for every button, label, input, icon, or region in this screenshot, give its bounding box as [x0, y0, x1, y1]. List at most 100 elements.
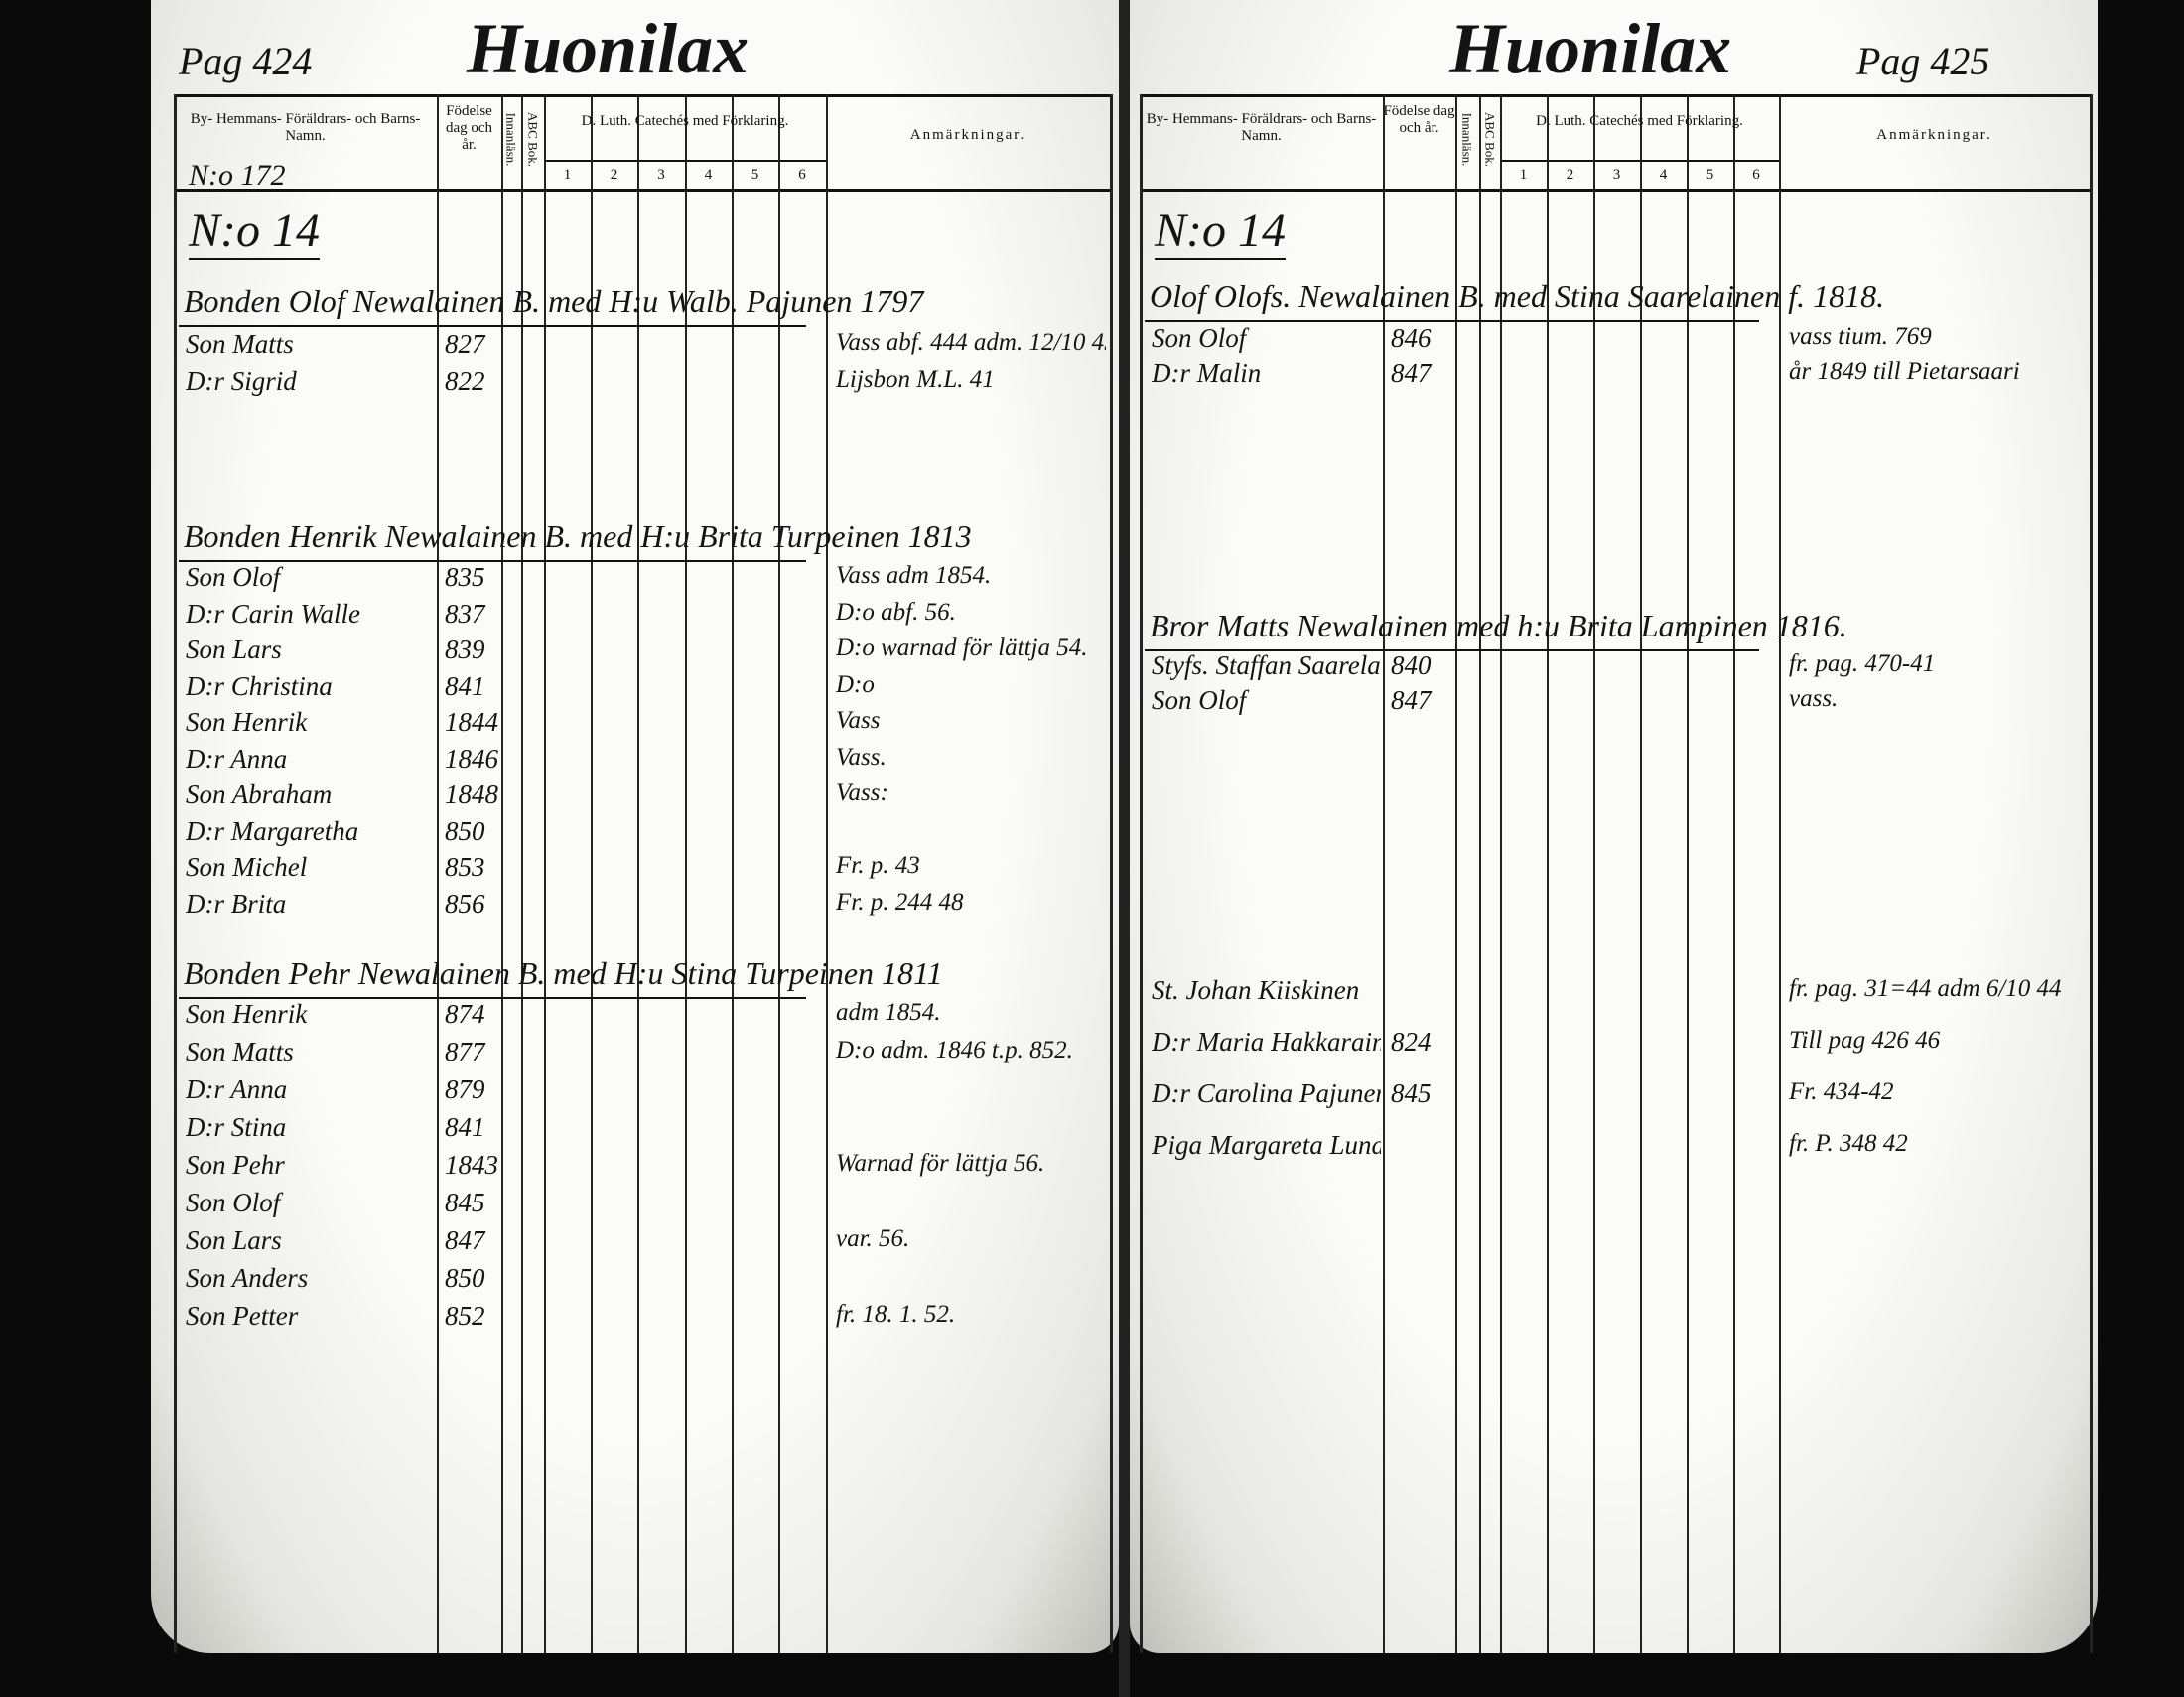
header-birth: Födelse dag och år.: [1383, 103, 1455, 136]
book-gutter: [1119, 0, 1130, 1697]
rule: [179, 997, 806, 999]
rule: [1733, 94, 1735, 1653]
member-born: 850: [445, 815, 485, 846]
catechism-column: 2: [610, 167, 618, 183]
left-page: [151, 0, 1119, 1653]
member-name: Son Matts: [186, 329, 294, 358]
member-born: 856: [445, 888, 485, 919]
rule: [174, 189, 1110, 192]
rule: [1593, 94, 1595, 1653]
member-remarks: D:o warnad för lättja 54.: [836, 635, 1088, 661]
member-born: 835: [445, 562, 485, 592]
member-remarks: Fr. p. 43: [836, 852, 920, 879]
member-remarks: var. 56.: [836, 1225, 910, 1252]
rule: [1140, 94, 1143, 1653]
member-born: 874: [445, 999, 485, 1029]
catechism-column: 2: [1566, 167, 1574, 183]
rule: [1547, 94, 1549, 1653]
member-born: 841: [445, 1112, 485, 1142]
member-name: Son Lars: [186, 635, 282, 664]
member-name: D:r Carin Walle: [186, 598, 361, 629]
member-remarks: fr. pag. 31=44 adm 6/10 44: [1789, 975, 2062, 1002]
header-catechism: D. Luth. Catechés med Förklaring.: [1536, 113, 1743, 129]
rule: [521, 94, 523, 1653]
rule: [437, 94, 439, 1653]
catechism-column: 6: [798, 167, 806, 183]
catechism-column: 1: [1519, 167, 1528, 183]
member-remarks: Vass:: [836, 779, 888, 806]
member-born: 847: [1391, 358, 1432, 388]
member-name: Son Olof: [1152, 323, 1247, 353]
member-name: D:r Malin: [1152, 358, 1262, 388]
member-born: 1844: [445, 707, 498, 737]
header-remarks: Anmärkningar.: [1876, 127, 1992, 143]
member-remarks: vass tium. 769: [1789, 323, 1932, 350]
member-name: Styfs. Staffan Saarelainen: [1152, 650, 1381, 680]
rule: [1145, 649, 1759, 651]
catechism-column: 4: [1659, 167, 1668, 183]
header-birth: Födelse dag och år.: [445, 103, 493, 153]
entry-number: N:o 14: [189, 204, 320, 260]
member-name: Son Pehr: [186, 1150, 285, 1180]
rule: [732, 94, 734, 1653]
rule: [1687, 94, 1689, 1653]
member-name: Son Petter: [186, 1301, 299, 1331]
member-remarks: Vass adm 1854.: [836, 562, 992, 589]
member-remarks: Vass.: [836, 743, 887, 771]
old-number: N:o 172: [189, 159, 286, 192]
member-born: 822: [445, 366, 485, 396]
member-name: D:r Anna: [186, 743, 288, 774]
member-name: D:r Christina: [186, 670, 333, 701]
member-name: St. Johan Kiiskinen: [1152, 975, 1360, 1005]
member-name: Son Matts: [186, 1037, 294, 1066]
header-catechism: D. Luth. Catechés med Förklaring.: [581, 113, 789, 129]
member-born: 839: [445, 635, 485, 664]
page-label: Pag 424: [179, 39, 313, 83]
member-name: Son Olof: [186, 1188, 281, 1217]
member-remarks: Fr. p. 244 48: [836, 888, 964, 916]
member-name: Son Anders: [186, 1263, 309, 1293]
household-head: Bonden Henrik Newalainen B. med H:u Brit…: [184, 518, 972, 554]
member-remarks: Lijsbon M.L. 41: [836, 366, 995, 393]
rule: [174, 94, 1110, 97]
member-name: D:r Anna: [186, 1074, 288, 1104]
member-born: 1848: [445, 779, 498, 809]
member-remarks: fr. 18. 1. 52.: [836, 1301, 956, 1328]
rule: [174, 94, 177, 1653]
member-born: 847: [1391, 685, 1432, 715]
rule: [1640, 94, 1642, 1653]
household-head: Bonden Pehr Newalainen B. med H:u Stina …: [184, 955, 943, 991]
member-remarks: Vass: [836, 707, 881, 734]
member-name: Son Lars: [186, 1225, 282, 1255]
member-name: Piga Margareta Lundin: [1152, 1130, 1381, 1160]
member-born: 824: [1391, 1027, 1432, 1057]
village-title: Huonilax: [1449, 9, 1732, 88]
member-name: Son Michel: [186, 852, 308, 882]
member-remarks: fr. pag. 470-41: [1789, 650, 1936, 677]
member-name: D:r Margaretha: [186, 815, 359, 846]
member-name: Son Olof: [186, 562, 281, 592]
rule: [179, 325, 806, 327]
household-head: Bonden Olof Newalainen B. med H:u Walb. …: [184, 283, 924, 319]
rule: [544, 94, 546, 1653]
rule: [179, 560, 806, 562]
member-born: 877: [445, 1037, 485, 1066]
rule: [1145, 320, 1759, 322]
member-remarks: Till pag 426 46: [1789, 1027, 1941, 1054]
rule: [591, 94, 593, 1653]
header-name: By- Hemmans- Föräldrars- och Barns-Namn.: [190, 111, 421, 144]
member-born: 847: [445, 1225, 485, 1255]
header-abc: ABC Bok.: [525, 112, 540, 167]
member-remarks: Fr. 434-42: [1789, 1078, 1894, 1105]
rule: [826, 94, 828, 1653]
member-born: 827: [445, 329, 485, 358]
member-remarks: D:o abf. 56.: [836, 598, 956, 626]
member-remarks: D:o: [836, 670, 875, 698]
header-name: By- Hemmans- Föräldrars- och Barns-Namn.: [1146, 111, 1377, 144]
member-name: Son Abraham: [186, 779, 333, 809]
header-reading: Innanläsn.: [503, 112, 519, 167]
member-born: 845: [445, 1188, 485, 1217]
rule: [685, 94, 687, 1653]
rule: [1110, 94, 1113, 1653]
